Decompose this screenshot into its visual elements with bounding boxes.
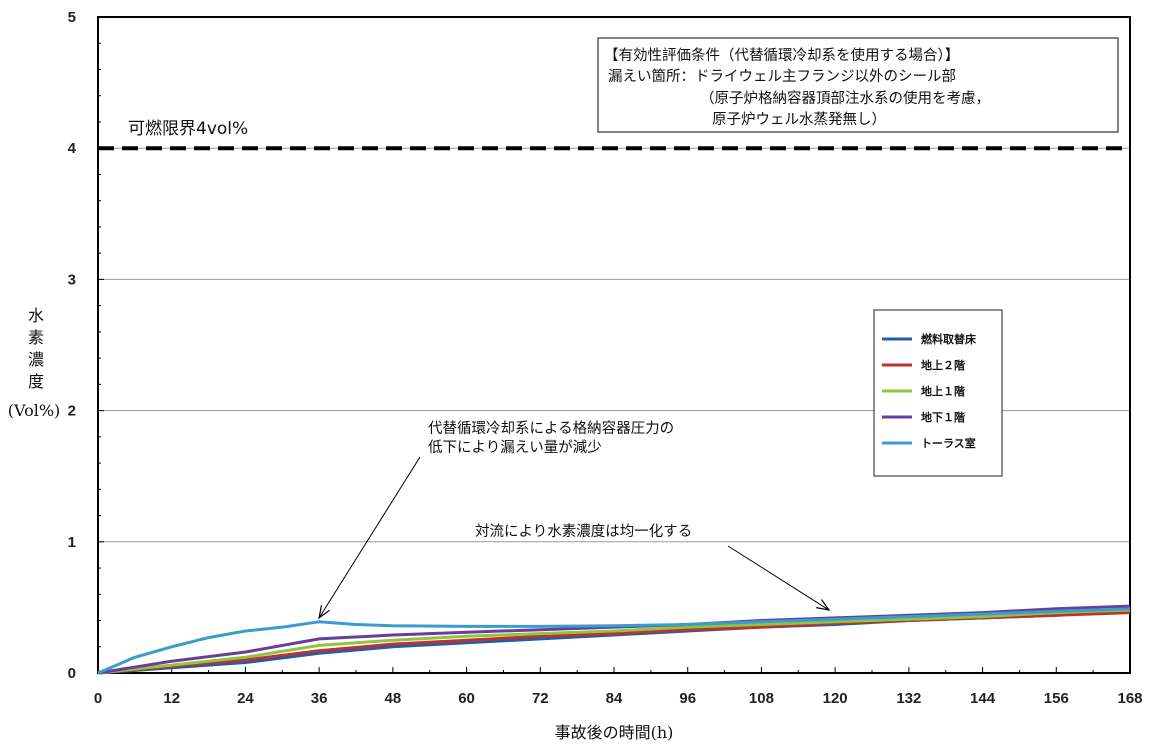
series-line-1	[97, 611, 1131, 675]
series-line-0	[97, 609, 1131, 675]
legend-label-3: 地下１階	[921, 410, 965, 424]
y-tick-labels: 0 1 2 3 4 5	[68, 9, 77, 682]
flammability-limit-label: 可燃限界4vol%	[128, 119, 248, 139]
x-tick-label-96: 96	[679, 690, 696, 707]
conditions-box-frame	[597, 37, 1119, 133]
y-axis-unit: (Vol%)	[8, 401, 61, 420]
legend-label-1: 地上２階	[921, 358, 965, 372]
y-tick-label-0: 0	[68, 665, 76, 682]
conditions-line-2: 漏えい箇所：ドライウェル主フランジ以外のシール部	[608, 68, 956, 85]
legend-label-2: 地上１階	[921, 384, 965, 398]
x-tick-label-24: 24	[237, 690, 254, 707]
annotation-1-line-2: 低下により漏えい量が減少	[428, 439, 602, 456]
annotation-1-arrow	[318, 456, 421, 619]
y-tick-label-4: 4	[68, 140, 77, 157]
x-tick-label-156: 156	[1044, 690, 1069, 707]
x-tick-label-84: 84	[606, 690, 623, 707]
x-tick-label-72: 72	[532, 690, 549, 707]
conditions-line-4: 原子炉ウェル水蒸発無し）	[712, 111, 886, 128]
y-tick-label-1: 1	[68, 534, 76, 551]
x-tick-label-48: 48	[385, 690, 402, 707]
series-line-2	[97, 608, 1131, 675]
x-tick-label-132: 132	[896, 690, 921, 707]
y-axis-title-char-2: 濃	[28, 350, 44, 369]
y-tick-label-2: 2	[68, 403, 76, 420]
x-tick-label-12: 12	[163, 690, 180, 707]
legend-label-4: トーラス室	[921, 436, 976, 450]
x-tick-label-60: 60	[458, 690, 475, 707]
x-tick-labels: 0 12 24 36 48 60 72 84 96 108 120 132 144 156 168	[94, 690, 1143, 707]
y-axis-title-char-3: 度	[28, 372, 44, 391]
legend-label-0: 燃料取替床	[920, 332, 977, 346]
x-tick-label-36: 36	[311, 690, 328, 707]
y-axis-title-char-1: 素	[28, 328, 44, 347]
x-tick-label-0: 0	[94, 690, 102, 707]
annotation-uniform-concentration: 対流により水素濃度は均一化する	[475, 523, 831, 611]
y-axis-title: 水素濃度 (Vol%)	[8, 306, 61, 420]
y-axis-title-char-0: 水	[28, 306, 44, 325]
y-tick-label-3: 3	[68, 271, 76, 288]
x-axis-title: 事故後の時間(h)	[555, 723, 674, 742]
annotation-2-line-1: 対流により水素濃度は均一化する	[475, 523, 692, 540]
x-tick-label-168: 168	[1117, 690, 1142, 707]
x-tick-label-108: 108	[749, 690, 774, 707]
annotation-2-arrow	[727, 545, 830, 611]
series-line-4	[97, 607, 1131, 675]
annotation-1-line-1: 代替循環冷却系による格納容器圧力の	[428, 420, 674, 437]
conditions-line-3: （原子炉格納容器頂部注水系の使用を考慮，	[700, 90, 990, 107]
y-tick-label-5: 5	[68, 9, 76, 26]
annotation-leak-reduction: 代替循環冷却系による格納容器圧力の 低下により漏えい量が減少	[318, 420, 674, 620]
conditions-box: 【有効性評価条件（代替循環冷却系を使用する場合）】 漏えい箇所：ドライウェル主フ…	[597, 37, 1119, 133]
series-lines	[97, 604, 1131, 675]
tick-marks	[97, 16, 1131, 674]
annotation-2-arrowhead	[816, 599, 831, 611]
annotation-1-arrowhead	[318, 604, 330, 620]
conditions-line-1: 【有効性評価条件（代替循環冷却系を使用する場合）】	[604, 47, 959, 64]
x-tick-label-120: 120	[823, 690, 848, 707]
x-tick-label-144: 144	[970, 690, 996, 707]
